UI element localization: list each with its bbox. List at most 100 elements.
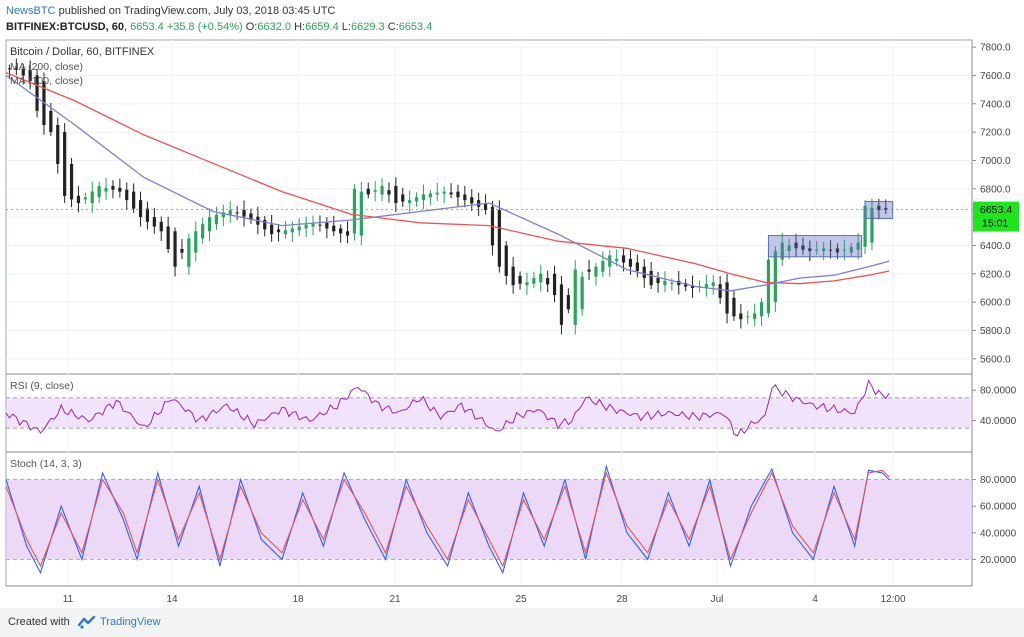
candle-body [242, 210, 246, 217]
candle-body [849, 246, 853, 253]
candle-body [518, 275, 522, 284]
candle-body [228, 210, 232, 215]
high-label: H: [294, 21, 306, 33]
candle-body [828, 249, 833, 251]
candle-body [794, 242, 798, 249]
candle-body [442, 191, 446, 194]
x-tick-label: 4 [812, 594, 818, 605]
candle-body [152, 217, 156, 227]
candle-body [580, 276, 584, 310]
candle-body [49, 110, 53, 133]
ma100-line [5, 74, 890, 292]
candle-body [684, 283, 688, 287]
price-tick-label: 7000.0 [980, 156, 1011, 167]
candle-body [628, 258, 633, 267]
created-with-label: Created with [8, 616, 70, 628]
stoch-band [6, 479, 972, 560]
candle-body [366, 188, 370, 195]
candle-body [456, 191, 460, 198]
candle-body [352, 188, 357, 234]
footer: Created with TradingView [0, 608, 1024, 637]
publish-line: NewsBTC published on TradingView.com, Ju… [6, 5, 335, 17]
candle-body [380, 185, 384, 195]
price-tick-label: 6800.0 [980, 184, 1011, 195]
candle-body [746, 316, 750, 318]
tradingview-brand[interactable]: TradingView [100, 616, 161, 628]
candle-body [863, 205, 867, 247]
last-price: 6653.4 [130, 21, 164, 33]
rsi-tick-label: 80.0000 [980, 386, 1017, 397]
price-tick-label: 6000.0 [980, 298, 1011, 309]
candle-body [739, 313, 743, 320]
candle-body [304, 224, 308, 229]
candle-body [97, 185, 101, 198]
price-tick-label: 7800.0 [980, 43, 1011, 54]
candle-body [145, 208, 150, 222]
candle-body [111, 185, 115, 190]
candle-body [63, 132, 67, 196]
candle-body [559, 284, 564, 325]
candle-body [753, 313, 757, 320]
candle-body [283, 230, 288, 235]
candle-body [477, 200, 481, 207]
candle-body [808, 248, 812, 252]
x-tick-label: 12:00 [880, 594, 905, 605]
candle-body [263, 219, 267, 230]
candle-body [649, 270, 653, 286]
candle-body [435, 192, 439, 195]
publish-info: published on TradingView.com, July 03, 2… [58, 5, 336, 17]
range-box [767, 235, 863, 258]
candle-body [463, 194, 467, 201]
candle-body [780, 242, 784, 260]
candle-body [414, 197, 419, 202]
candle-body [345, 231, 350, 236]
low-label: L: [341, 21, 351, 33]
candle-body [566, 295, 570, 310]
candle-body [539, 273, 543, 283]
candle-body [594, 266, 598, 277]
bar-countdown: 15:01 [982, 218, 1008, 230]
candle-body [856, 242, 860, 250]
price-tick-label: 7200.0 [980, 128, 1011, 139]
candle-body [138, 200, 143, 218]
candle-body [311, 222, 315, 227]
open-value: 6632.0 [257, 21, 291, 33]
candle-body [318, 224, 322, 226]
candle-body [711, 282, 715, 287]
rsi-tick-label: 40.0000 [980, 416, 1017, 427]
candle-body [766, 259, 771, 314]
candle-body [14, 68, 18, 70]
chart-area[interactable]: 7800.07600.07400.07200.07000.06800.06600… [0, 38, 1024, 608]
candle-body [194, 231, 198, 253]
candle-body [870, 207, 874, 243]
tradingview-logo-icon [78, 615, 96, 629]
candle-body [504, 245, 508, 276]
candle-body [401, 194, 405, 202]
x-tick-label: 28 [616, 594, 628, 605]
candle-body [159, 221, 163, 232]
candle-body [511, 266, 515, 286]
price-tick-label: 5600.0 [980, 354, 1011, 365]
candle-body [546, 278, 550, 285]
symbol-label: BITFINEX:BTCUSD, 60 [6, 21, 124, 33]
candle-body [297, 226, 301, 231]
candle-body [7, 68, 12, 70]
candle-body [394, 185, 398, 203]
candle-body [339, 228, 343, 234]
range-box [864, 201, 894, 220]
candle-body [104, 187, 108, 192]
candle-body [635, 262, 639, 271]
x-tick-label: Jul [711, 594, 724, 605]
candle-body [76, 195, 81, 203]
candle-body [373, 190, 377, 192]
candle-body [656, 278, 660, 284]
candle-body [573, 269, 577, 325]
candle-body [187, 238, 191, 267]
chart-title: Bitcoin / Dollar, 60, BITFINEX [10, 46, 155, 58]
publisher-name[interactable]: NewsBTC [6, 5, 56, 17]
candle-body [173, 231, 177, 267]
candle-body [532, 278, 536, 284]
candle-body [207, 217, 212, 232]
candle-body [166, 226, 170, 250]
candle-body [822, 248, 826, 252]
